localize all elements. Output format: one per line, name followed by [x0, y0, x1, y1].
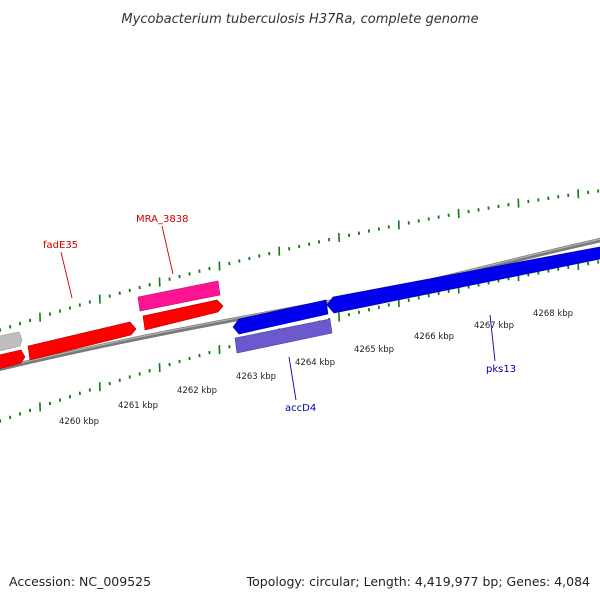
gene-label-accD4[interactable]: accD4: [285, 403, 316, 414]
forward-feature-gene-fadE35[interactable]: [27, 321, 137, 361]
scale-label: 4268 kbp: [533, 309, 573, 319]
gene-label-MRA_3838[interactable]: MRA_3838: [136, 214, 188, 225]
leader-line-accD4: [288, 356, 297, 401]
forward-feature-gene[interactable]: [0, 349, 26, 370]
scale-label: 4266 kbp: [414, 332, 454, 342]
scale-label: 4261 kbp: [118, 401, 158, 411]
scale-label: 4267 kbp: [474, 321, 514, 331]
outer-tick-track: [0, 189, 600, 332]
forward-feature-gene[interactable]: [142, 299, 224, 331]
leader-line-fadE35: [60, 251, 73, 299]
gene-label-fadE35[interactable]: fadE35: [43, 240, 78, 251]
scale-label: 4264 kbp: [295, 358, 335, 368]
accession-text: Accession: NC_009525: [9, 574, 152, 589]
reverse-feature-gene-pks13[interactable]: [326, 245, 600, 314]
reverse-feature-other[interactable]: [234, 318, 333, 354]
scale-label: 4262 kbp: [177, 386, 217, 396]
leader-line-MRA_3838: [161, 225, 174, 275]
gene-label-pks13[interactable]: pks13: [486, 364, 516, 375]
forward-feature-rna-MRA_3838[interactable]: [137, 280, 221, 312]
genome-backbone: [0, 237, 600, 371]
leader-line-pks13: [489, 314, 496, 362]
forward-feature-unknown[interactable]: [0, 331, 23, 352]
scale-label: 4265 kbp: [354, 345, 394, 355]
genome-summary-text: Topology: circular; Length: 4,419,977 bp…: [246, 574, 590, 589]
reverse-feature-gene-accD4[interactable]: [232, 299, 329, 335]
map-title: Mycobacterium tuberculosis H37Ra, comple…: [121, 12, 478, 27]
scale-label: 4263 kbp: [236, 372, 276, 382]
scale-label: 4260 kbp: [59, 417, 99, 427]
